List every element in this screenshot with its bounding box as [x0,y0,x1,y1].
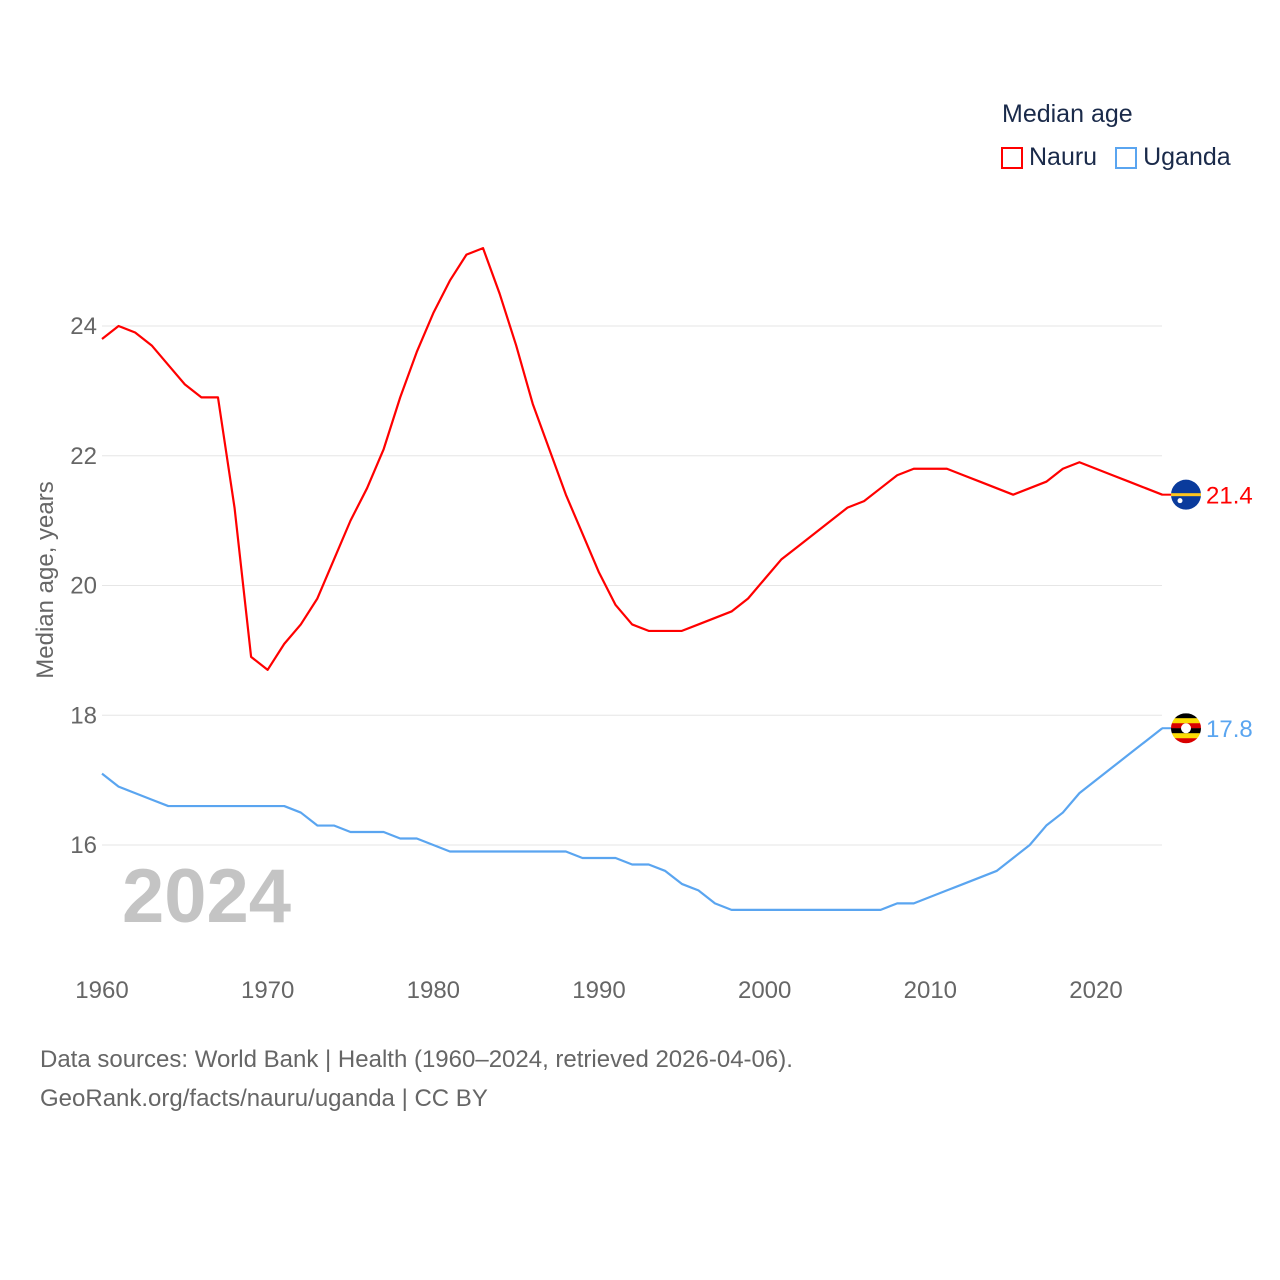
x-tick-label: 1960 [75,977,128,1004]
y-tick-label: 24 [70,313,97,340]
legend-label: Uganda [1143,143,1231,171]
end-value-label: 21.4 [1206,483,1253,510]
year-watermark: 2024 [122,854,291,939]
legend-title: Median age [1002,100,1133,128]
legend-item-nauru[interactable]: Nauru [1001,143,1097,172]
uganda-flag-icon [1171,713,1201,744]
y-tick-label: 22 [70,443,97,470]
legend: Nauru Uganda [1001,143,1231,172]
source-link[interactable]: GeoRank.org/facts/nauru/uganda | CC BY [40,1085,488,1112]
end-value-label: 17.8 [1206,716,1253,743]
legend-label: Nauru [1029,143,1098,171]
nauru-flag-stripe [1171,493,1201,497]
series-line-nauru [101,247,1163,671]
x-tick-label: 1990 [572,977,625,1004]
x-tick-label: 2000 [738,977,791,1004]
x-tick-label: 1970 [241,977,294,1004]
x-tick-label: 1980 [407,977,460,1004]
y-tick-label: 20 [70,573,97,600]
legend-swatch-nauru [1001,146,1023,169]
y-tick-label: 16 [70,832,97,859]
legend-item-uganda[interactable]: Uganda [1115,143,1231,172]
legend-swatch-uganda [1115,146,1138,169]
series-line-uganda [101,727,1163,911]
x-tick-label: 2010 [904,977,957,1004]
nauru-flag-star [1177,498,1183,504]
y-axis-label: Median age, years [32,481,59,678]
x-tick-label: 2020 [1069,977,1122,1004]
y-tick-label: 18 [70,702,97,729]
data-source-text: Data sources: World Bank | Health (1960–… [40,1046,793,1073]
